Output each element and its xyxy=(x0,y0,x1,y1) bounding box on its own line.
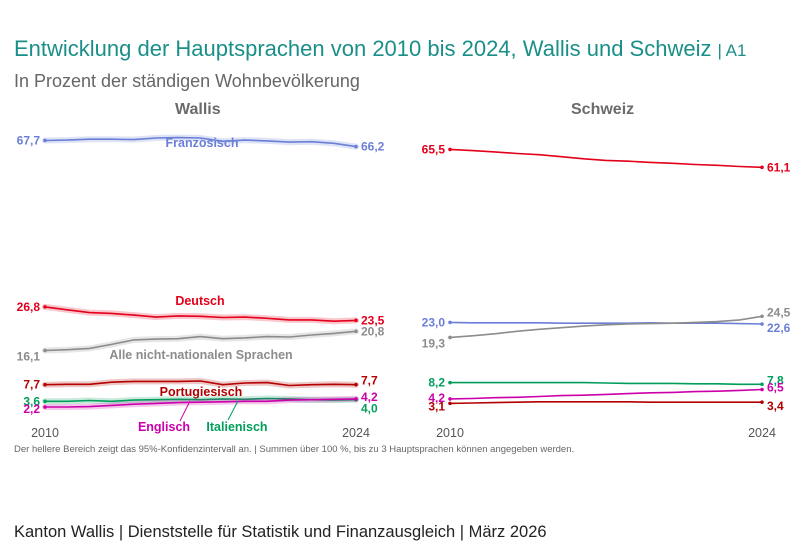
series-point xyxy=(354,382,358,387)
start-value-label: 65,5 xyxy=(422,142,446,156)
start-value-label: 3,1 xyxy=(428,399,445,413)
end-value-label: 6,5 xyxy=(767,381,784,395)
panel-1: 2010 2024 23,0 22,6 65,5 61,1 19,3 24,5 3,1 3,4 8,… xyxy=(422,142,791,440)
start-value-label: 8,2 xyxy=(428,376,445,390)
series-point xyxy=(760,165,764,170)
title-text: Entwicklung der Hauptsprachen von 2010 b… xyxy=(14,36,712,61)
series-point xyxy=(760,382,764,387)
series-point xyxy=(448,380,452,385)
panel-0: 2010 2024 67,7 66,2 Französisch 26,8 23,5 Deuts… xyxy=(17,133,385,440)
leader-line-englisch xyxy=(179,400,191,422)
series-point xyxy=(354,144,358,149)
series-point xyxy=(354,318,358,323)
series-point xyxy=(43,305,47,309)
series-line xyxy=(449,321,763,325)
chart-code: | A1 xyxy=(717,41,747,60)
x-tick-label: 2024 xyxy=(748,426,776,440)
start-value-label: 16,1 xyxy=(17,349,41,363)
series-line xyxy=(44,306,357,323)
series-point xyxy=(448,401,452,406)
end-value-label: 66,2 xyxy=(361,140,385,154)
series-point xyxy=(448,335,452,340)
series-name-label: Englisch xyxy=(138,420,190,434)
series-name-label: Italienisch xyxy=(206,420,267,434)
series-point xyxy=(760,322,764,326)
start-value-label: 67,7 xyxy=(17,133,41,147)
panel-title-wallis: Wallis xyxy=(175,101,221,118)
series-line xyxy=(449,315,763,339)
start-value-label: 7,7 xyxy=(23,378,40,392)
series-line xyxy=(449,388,763,400)
series-point xyxy=(354,397,358,401)
end-value-label: 4,2 xyxy=(361,390,378,404)
series-line xyxy=(449,401,762,405)
end-value-label: 4,0 xyxy=(361,402,378,416)
end-value-label: 7,8 xyxy=(767,373,784,387)
end-value-label: 22,6 xyxy=(767,321,791,335)
series-point xyxy=(448,397,452,401)
end-value-label: 20,8 xyxy=(361,324,385,338)
series-name-label: Portugiesisch xyxy=(160,385,243,399)
series-point xyxy=(760,387,764,392)
series-point xyxy=(43,382,47,387)
start-value-label: 19,3 xyxy=(422,336,446,350)
series-point xyxy=(43,399,47,404)
series-line xyxy=(450,381,762,386)
series-point xyxy=(448,320,452,325)
series-name-label: Französisch xyxy=(166,136,239,150)
panel-title-schweiz: Schweiz xyxy=(571,101,635,118)
series-line xyxy=(45,398,357,408)
confidence-band xyxy=(42,303,359,325)
series-point xyxy=(43,405,47,409)
x-tick-label: 2010 xyxy=(31,426,59,440)
series-line xyxy=(44,330,357,352)
series-line xyxy=(449,148,763,169)
page-title: Entwicklung der Hauptsprachen von 2010 b… xyxy=(14,36,746,62)
x-tick-label: 2024 xyxy=(342,426,370,440)
series-point xyxy=(43,138,47,143)
series-name-label: Deutsch xyxy=(175,294,224,308)
x-tick-label: 2010 xyxy=(436,426,464,440)
series-point xyxy=(760,400,764,404)
series-point xyxy=(448,147,452,152)
end-value-label: 61,1 xyxy=(767,160,791,174)
series-point xyxy=(760,314,764,319)
series-point xyxy=(354,329,358,334)
end-value-label: 3,4 xyxy=(767,399,784,413)
leader-line-italienisch xyxy=(227,400,239,421)
start-value-label: 23,0 xyxy=(422,315,446,329)
series-line xyxy=(44,136,357,148)
page-footer: Kanton Wallis | Dienststelle für Statist… xyxy=(14,523,547,541)
series-name-label: Alle nicht-nationalen Sprachen xyxy=(109,348,292,362)
start-value-label: 26,8 xyxy=(17,300,41,314)
end-value-label: 23,5 xyxy=(361,313,385,327)
start-value-label: 2,2 xyxy=(23,402,40,416)
start-value-label: 4,2 xyxy=(428,391,445,405)
page-subtitle: In Prozent der ständigen Wohnbevölkerung xyxy=(14,71,360,91)
end-value-label: 7,7 xyxy=(361,374,378,388)
start-value-label: 3,6 xyxy=(23,394,40,408)
series-line xyxy=(44,380,357,387)
end-value-label: 24,5 xyxy=(767,305,791,319)
series-point xyxy=(43,348,47,353)
chart-note: Der hellere Bereich zeigt das 95%-Konfid… xyxy=(14,444,575,455)
